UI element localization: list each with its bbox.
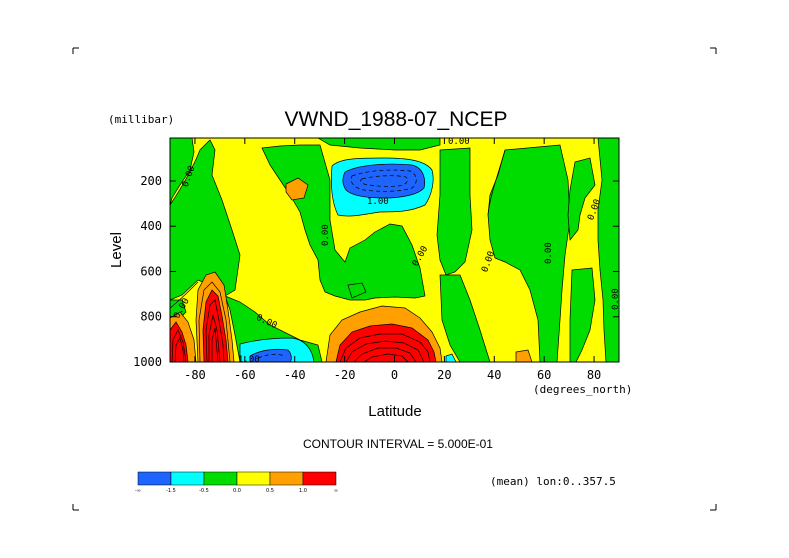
y-axis-label: Level — [108, 232, 125, 268]
crop-marks — [72, 47, 717, 511]
colorbar-tick-label: ∞ — [334, 488, 338, 494]
x-tick-label: 20 — [437, 368, 451, 382]
contour-label: 0.00 — [321, 224, 331, 246]
colorbar: -∞ -1.5 -0.5 0.0 0.5 1.0 ∞ — [135, 471, 338, 494]
footer-text: (mean) lon:0..357.5 — [490, 475, 616, 488]
x-tick-label: 60 — [537, 368, 551, 382]
x-tick-label: 80 — [587, 368, 601, 382]
colorbar-tick-label: 0.0 — [233, 488, 241, 494]
colorbar-bin — [203, 471, 238, 486]
x-tick-label: -60 — [234, 368, 256, 382]
colorbar-bin — [269, 471, 304, 486]
contour-interval-text: CONTOUR INTERVAL = 5.000E-01 — [303, 437, 493, 451]
x-tick-label: -80 — [184, 368, 206, 382]
y-tick-labels: 200 400 600 800 1000 — [133, 174, 162, 369]
colorbar-bin — [302, 471, 337, 486]
x-tick-labels: -80 -60 -40 -20 0 20 40 60 80 — [184, 368, 601, 382]
colorbar-bin — [170, 471, 205, 486]
contour-label: 0.00 — [544, 242, 554, 264]
colorbar-bin — [236, 471, 271, 486]
x-units-label: (degrees_north) — [533, 383, 632, 396]
colorbar-tick-label: -0.5 — [199, 488, 209, 494]
positive-inner-contours — [171, 281, 431, 363]
contour-label: 1.00 — [367, 197, 389, 207]
y-tick-label: 200 — [140, 174, 162, 188]
negative-dashed-contours — [257, 169, 417, 359]
x-tick-label: 0 — [391, 368, 398, 382]
colorbar-tick-label: 0.5 — [266, 488, 274, 494]
colorbar-tick-label: 1.0 — [299, 488, 307, 494]
y-units-label: (millibar) — [108, 113, 174, 126]
contour-label: 1.00 — [238, 355, 260, 365]
x-axis-label: Latitude — [368, 403, 421, 420]
contour-label: 0.00 — [448, 137, 470, 147]
contour-label: 0.00 — [611, 288, 621, 310]
x-tick-label: 40 — [487, 368, 501, 382]
axis-ticks — [170, 138, 619, 363]
colorbar-tick-label: -∞ — [135, 488, 141, 494]
y-tick-label: 1000 — [133, 355, 162, 369]
y-tick-label: 800 — [140, 310, 162, 324]
x-tick-label: -20 — [334, 368, 356, 382]
x-tick-label: -40 — [284, 368, 306, 382]
zero-contours — [169, 149, 506, 309]
colorbar-bin — [137, 471, 172, 486]
y-tick-label: 400 — [140, 219, 162, 233]
y-tick-label: 600 — [140, 264, 162, 278]
chart-title: VWND_1988-07_NCEP — [285, 108, 508, 131]
colorbar-tick-label: -1.5 — [166, 488, 176, 494]
plot-area: 0.00 1.00 0.00 0.00 0.00 0.00 0.00 0.00 … — [169, 137, 621, 365]
